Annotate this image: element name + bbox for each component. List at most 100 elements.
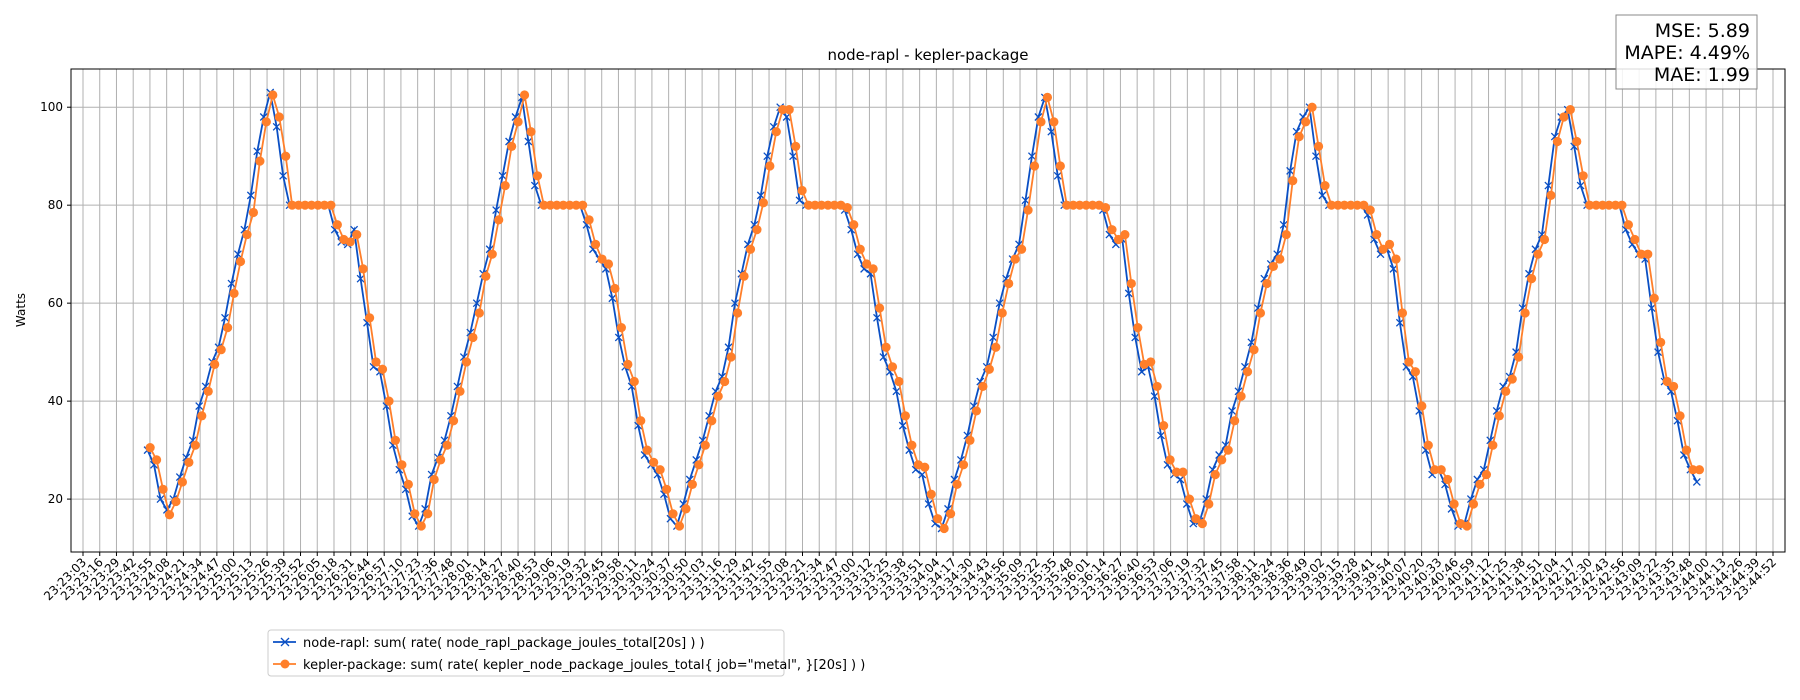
chart-title: node-rapl - kepler-package <box>827 46 1028 64</box>
data-point-circle <box>1171 467 1182 477</box>
data-point-circle <box>326 200 336 210</box>
data-point-x <box>253 147 262 156</box>
data-point-circle <box>991 342 1001 352</box>
data-point-circle <box>1501 386 1511 396</box>
data-point-circle <box>358 264 368 274</box>
data-point-circle <box>636 416 646 426</box>
data-point-circle <box>668 509 678 519</box>
data-point-x <box>1228 406 1237 415</box>
data-point-circle <box>881 342 891 352</box>
data-point-circle <box>558 200 568 210</box>
data-point-circle <box>926 489 936 499</box>
metric-mse: MSE: 5.89 <box>1655 20 1750 42</box>
data-point-x <box>731 299 739 308</box>
data-point-circle <box>687 479 697 489</box>
data-point-circle <box>597 254 607 264</box>
data-point-circle <box>1559 112 1569 122</box>
data-point-circle <box>384 396 394 406</box>
data-point-x <box>227 279 236 288</box>
data-point-circle <box>855 244 865 254</box>
data-point-circle <box>1010 254 1020 264</box>
data-point-circle <box>1539 234 1550 245</box>
data-point-circle <box>1255 308 1266 318</box>
data-point-circle <box>578 200 588 210</box>
data-point-circle <box>1081 200 1091 210</box>
data-point-circle <box>281 151 291 161</box>
data-point-circle <box>377 364 388 374</box>
data-point-circle <box>1326 200 1337 210</box>
data-point-circle <box>397 460 407 470</box>
data-point-x <box>1137 367 1146 376</box>
data-point-circle <box>1585 200 1595 210</box>
data-point-circle <box>287 200 297 210</box>
data-point-circle <box>810 200 820 210</box>
data-point-circle <box>1578 171 1588 181</box>
data-point-circle <box>1204 499 1214 509</box>
data-point-circle <box>1475 479 1485 489</box>
data-point-circle <box>1242 367 1253 377</box>
data-point-circle <box>920 462 930 472</box>
data-point-circle <box>907 440 917 450</box>
data-point-circle <box>1423 440 1433 450</box>
data-point-x <box>918 470 927 479</box>
data-point-x <box>1247 338 1256 347</box>
data-point-circle <box>184 457 194 467</box>
data-point-circle <box>584 215 594 225</box>
data-point-circle <box>1017 244 1027 254</box>
data-point-circle <box>487 249 497 259</box>
data-point-circle <box>442 440 452 450</box>
data-point-circle <box>1223 445 1233 455</box>
data-point-circle <box>390 435 401 445</box>
data-point-circle <box>423 509 433 519</box>
data-point-x <box>1131 333 1140 342</box>
data-point-circle <box>649 457 659 467</box>
data-point-circle <box>1668 381 1679 392</box>
data-point-x <box>1150 392 1159 401</box>
data-point-x <box>795 196 804 205</box>
data-point-circle <box>965 435 975 445</box>
metric-mae: MAE: 1.99 <box>1654 64 1750 86</box>
data-point-x <box>1654 348 1663 357</box>
data-point-circle <box>700 440 710 450</box>
data-point-circle <box>1346 200 1356 210</box>
data-point-circle <box>1159 421 1169 431</box>
data-point-circle <box>1688 465 1698 475</box>
data-point-circle <box>732 308 743 318</box>
data-point-circle <box>494 215 504 225</box>
data-point-circle <box>610 283 620 294</box>
data-point-circle <box>674 521 685 531</box>
data-point-circle <box>203 386 213 396</box>
data-point-circle <box>248 207 259 218</box>
data-point-circle <box>436 455 446 465</box>
data-point-circle <box>1288 176 1298 186</box>
data-point-circle <box>791 141 801 151</box>
data-point-circle <box>1514 352 1524 362</box>
data-point-circle <box>242 229 252 240</box>
data-point-circle <box>1268 261 1278 272</box>
data-point-x <box>195 402 204 410</box>
data-point-circle <box>1107 225 1117 235</box>
data-point-x <box>892 387 901 396</box>
data-point-x <box>233 250 242 259</box>
data-point-circle <box>1281 229 1291 240</box>
data-point-x <box>524 137 533 146</box>
legend: node-rapl: sum( rate( node_rapl_package_… <box>267 629 865 677</box>
data-point-circle <box>332 220 342 230</box>
data-point-circle <box>894 376 904 387</box>
data-point-circle <box>416 521 426 531</box>
legend-label-node-rapl: node-rapl: sum( rate( node_rapl_package_… <box>303 636 705 651</box>
data-point-x <box>492 206 501 215</box>
data-point-circle <box>507 141 517 151</box>
data-point-x <box>1279 220 1288 229</box>
data-point-circle <box>758 198 768 208</box>
data-point-circle <box>1552 136 1562 147</box>
data-point-circle <box>1597 200 1608 210</box>
data-point-circle <box>823 200 833 210</box>
data-point-circle <box>1656 337 1666 347</box>
data-point-circle <box>197 411 207 421</box>
data-point-circle <box>694 460 704 470</box>
data-point-circle <box>971 406 982 416</box>
data-point-circle <box>720 376 730 387</box>
data-point-circle <box>590 239 601 249</box>
data-point-circle <box>229 288 239 298</box>
